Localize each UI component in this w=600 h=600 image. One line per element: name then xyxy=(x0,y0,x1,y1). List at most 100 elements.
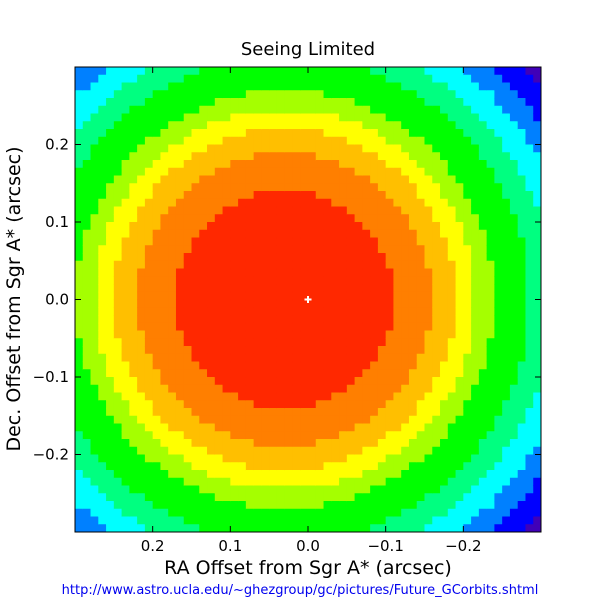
heatmap-cell xyxy=(144,284,154,293)
heatmap-cell xyxy=(362,144,371,153)
heatmap-cell xyxy=(113,384,123,394)
heatmap-cell xyxy=(308,253,317,262)
heatmap-cell xyxy=(292,400,301,409)
heatmap-cell xyxy=(331,439,340,448)
heatmap-cell xyxy=(455,322,464,332)
source-link[interactable]: http://www.astro.ucla.edu/~ghezgroup/gc/… xyxy=(61,583,539,598)
heatmap-cell xyxy=(463,237,472,246)
heatmap-cell xyxy=(137,82,146,91)
heatmap-cell xyxy=(323,392,332,401)
heatmap-cell xyxy=(106,454,115,463)
heatmap-cell xyxy=(121,493,130,502)
heatmap-cell xyxy=(292,470,301,479)
heatmap-cell xyxy=(354,322,363,332)
heatmap-cell xyxy=(106,508,115,518)
heatmap-cell xyxy=(486,183,495,192)
heatmap-cell xyxy=(408,330,418,339)
heatmap-cell xyxy=(494,493,503,502)
heatmap-cell xyxy=(502,175,511,184)
heatmap-cell xyxy=(494,268,503,277)
heatmap-cell xyxy=(245,291,255,301)
heatmap-cell xyxy=(269,454,278,463)
heatmap-cell xyxy=(245,400,255,409)
heatmap-cell xyxy=(175,477,185,487)
heatmap-cell xyxy=(152,129,162,138)
heatmap-cell xyxy=(214,183,224,192)
heatmap-cell xyxy=(471,477,480,487)
heatmap-cell xyxy=(478,377,488,386)
heatmap-cell xyxy=(113,183,123,192)
heatmap-cell xyxy=(276,400,286,409)
heatmap-cell xyxy=(463,291,472,301)
heatmap-cell xyxy=(129,245,138,254)
heatmap-cell xyxy=(183,98,193,107)
heatmap-cell xyxy=(129,113,138,122)
heatmap-cell xyxy=(331,144,340,153)
heatmap-cell xyxy=(486,431,495,440)
heatmap-cell xyxy=(82,516,92,525)
heatmap-cell xyxy=(478,136,488,146)
heatmap-cell xyxy=(339,516,348,525)
heatmap-cell xyxy=(106,392,115,401)
heatmap-cell xyxy=(222,361,231,370)
heatmap-cell xyxy=(168,291,177,301)
heatmap-cell xyxy=(362,276,371,285)
heatmap-cell xyxy=(75,423,84,432)
heatmap-cell xyxy=(424,485,433,494)
heatmap-cell xyxy=(261,369,270,378)
heatmap-cell xyxy=(175,501,185,510)
heatmap-cell xyxy=(370,237,379,246)
heatmap-cell xyxy=(377,377,387,386)
heatmap-cell xyxy=(152,291,162,301)
heatmap-cell xyxy=(175,229,185,239)
heatmap-cell xyxy=(98,67,107,76)
heatmap-cell xyxy=(478,338,488,347)
heatmap-cell xyxy=(90,392,99,401)
heatmap-cell xyxy=(214,136,224,146)
heatmap-cell xyxy=(230,245,239,254)
heatmap-cell xyxy=(401,183,410,192)
heatmap-cell xyxy=(471,322,480,332)
heatmap-cell xyxy=(129,268,138,277)
heatmap-cell xyxy=(315,353,325,363)
heatmap-cell xyxy=(377,105,387,115)
heatmap-cell xyxy=(440,307,449,316)
heatmap-cell xyxy=(245,129,255,138)
heatmap-cell xyxy=(207,400,216,409)
heatmap-cell xyxy=(393,260,402,270)
heatmap-cell xyxy=(463,229,472,239)
heatmap-cell xyxy=(346,415,356,425)
heatmap-cell xyxy=(106,74,115,84)
heatmap-cell xyxy=(377,98,387,107)
heatmap-cell xyxy=(300,377,309,386)
heatmap-cell xyxy=(253,206,262,215)
heatmap-cell xyxy=(168,167,177,177)
heatmap-cell xyxy=(486,516,495,525)
heatmap-cell xyxy=(315,253,325,262)
heatmap-cell xyxy=(106,501,115,510)
heatmap-cell xyxy=(168,105,177,115)
heatmap-cell xyxy=(121,501,130,510)
heatmap-cell xyxy=(362,229,371,239)
heatmap-cell xyxy=(75,501,84,510)
heatmap-cell xyxy=(199,191,208,200)
heatmap-cell xyxy=(199,222,208,231)
heatmap-cell xyxy=(269,377,278,386)
heatmap-cell xyxy=(253,516,262,525)
heatmap-cell xyxy=(533,299,541,308)
heatmap-cell xyxy=(199,384,208,394)
heatmap-cell xyxy=(463,501,472,510)
heatmap-cell xyxy=(424,454,433,463)
heatmap-cell xyxy=(377,516,387,525)
heatmap-cell xyxy=(168,160,177,169)
heatmap-cell xyxy=(424,198,433,208)
heatmap-cell xyxy=(393,346,402,355)
heatmap-cell xyxy=(401,237,410,246)
heatmap-cell xyxy=(292,361,301,370)
heatmap-cell xyxy=(121,446,130,456)
heatmap-cell xyxy=(276,105,286,115)
heatmap-cell xyxy=(494,330,503,339)
heatmap-cell xyxy=(509,276,519,285)
heatmap-cell xyxy=(82,136,92,146)
heatmap-cell xyxy=(160,245,169,254)
